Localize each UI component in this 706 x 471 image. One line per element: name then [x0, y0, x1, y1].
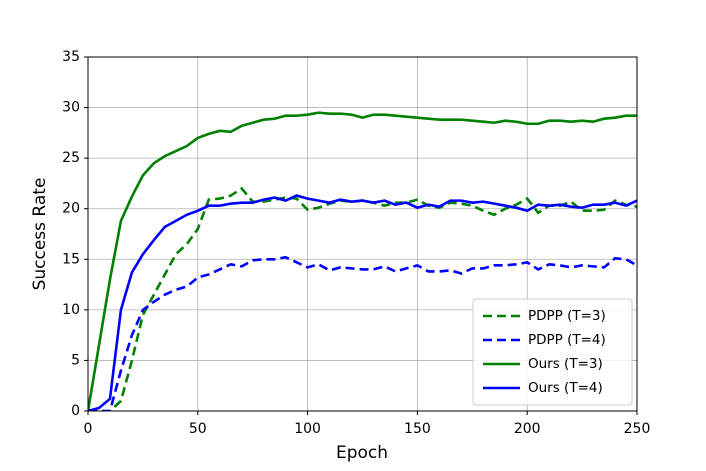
x-tick-label: 0	[84, 421, 93, 437]
y-tick-label: 20	[62, 201, 80, 217]
y-tick-label: 30	[62, 100, 80, 116]
legend-label: Ours (T=4)	[528, 380, 603, 396]
x-tick-label: 200	[514, 421, 541, 437]
x-tick-label: 150	[404, 421, 431, 437]
y-tick-label: 15	[62, 251, 80, 267]
legend-label: PDPP (T=4)	[528, 332, 606, 348]
series-line	[88, 111, 637, 411]
x-axis-label: Epoch	[336, 443, 388, 463]
x-tick-label: 50	[189, 421, 207, 437]
y-tick-label: 25	[62, 150, 80, 166]
x-tick-label: 250	[624, 421, 651, 437]
y-axis-label: Success Rate	[30, 178, 50, 291]
y-tick-label: 10	[62, 302, 80, 318]
legend-label: PDPP (T=3)	[528, 308, 606, 324]
plot-frame	[87, 56, 638, 412]
series-line	[88, 194, 637, 411]
y-tick-label: 35	[62, 49, 80, 65]
series-line	[88, 255, 637, 411]
x-tick-label: 100	[294, 421, 321, 437]
y-tick-label: 5	[71, 352, 80, 368]
y-tick-label: 0	[71, 403, 80, 419]
legend-box	[472, 298, 633, 406]
legend-label: Ours (T=3)	[528, 356, 603, 372]
